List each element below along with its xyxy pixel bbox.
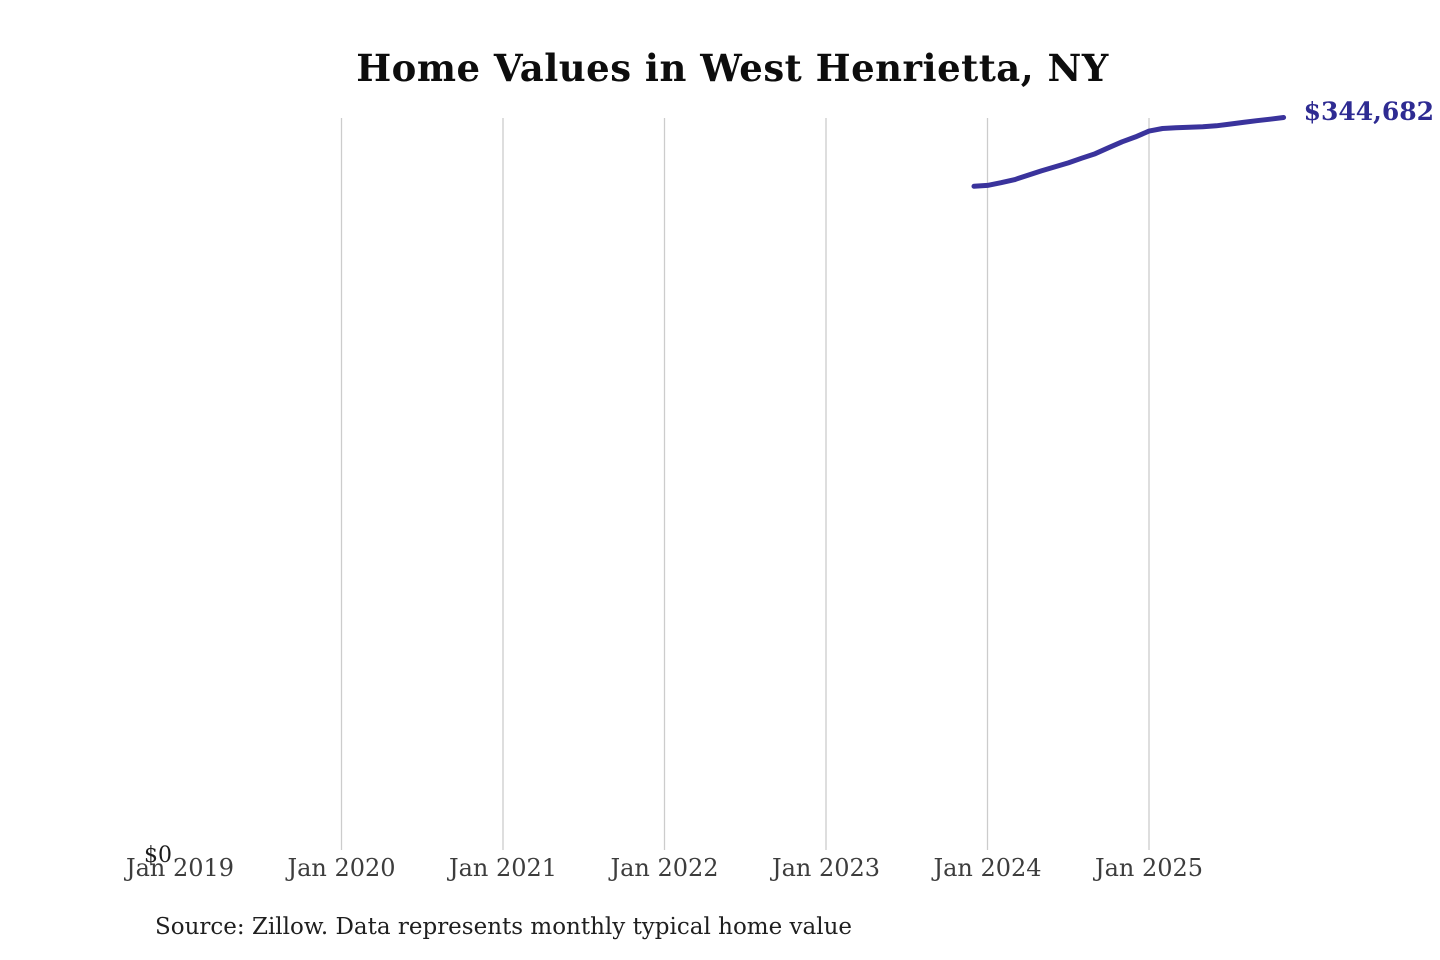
- x-tick-label: Jan 2024: [933, 854, 1042, 882]
- source-note: Source: Zillow. Data represents monthly …: [155, 914, 853, 940]
- x-tick-label: Jan 2021: [448, 854, 558, 882]
- home-value-line: [971, 115, 1287, 189]
- x-tick-label: Jan 2022: [610, 854, 719, 882]
- x-tick-label: Jan 2023: [771, 854, 881, 882]
- latest-value-label: $344,682: [1303, 96, 1435, 126]
- x-tick-label: Jan 2020: [287, 854, 396, 882]
- y-axis-zero-label: $0: [144, 843, 172, 868]
- x-tick-label: Jan 2025: [1094, 854, 1204, 882]
- chart-title: Home Values in West Henrietta, NY: [356, 46, 1109, 90]
- x-tick-label: Jan 2019: [125, 854, 235, 882]
